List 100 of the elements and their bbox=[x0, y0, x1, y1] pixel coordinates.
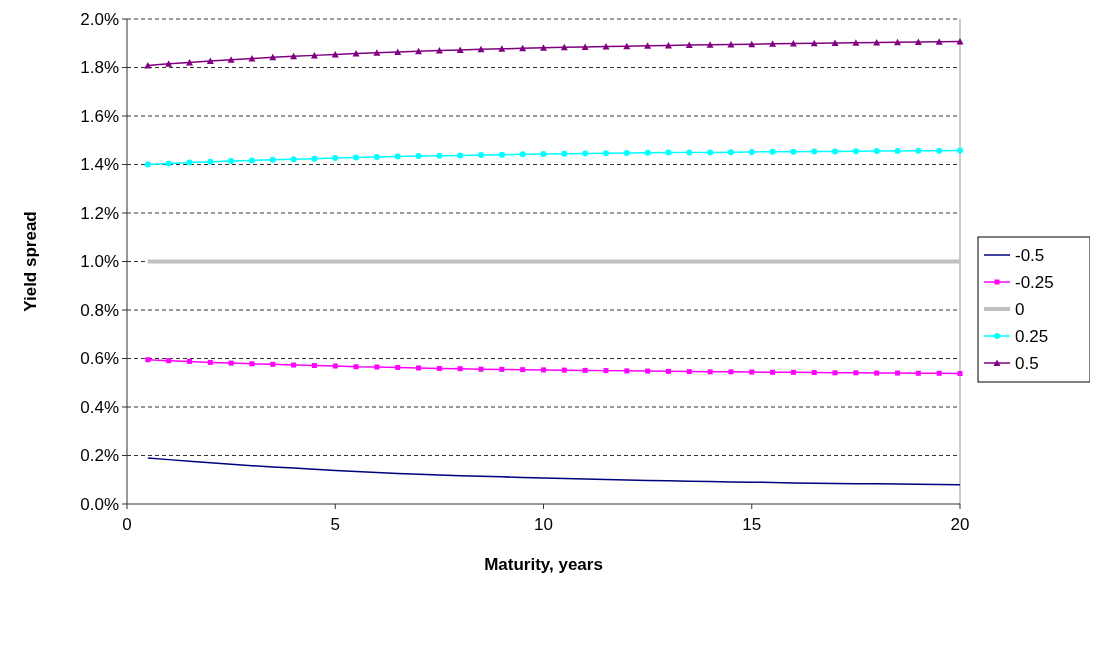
point bbox=[748, 40, 756, 48]
point bbox=[436, 152, 443, 159]
point bbox=[936, 370, 942, 376]
point bbox=[270, 361, 276, 367]
legend-label: -0.5 bbox=[1015, 245, 1045, 265]
point bbox=[373, 153, 380, 160]
point bbox=[269, 156, 276, 163]
point bbox=[457, 366, 463, 372]
y-tick-label: 0.0% bbox=[80, 494, 119, 514]
point bbox=[540, 44, 547, 51]
point bbox=[311, 155, 318, 162]
point bbox=[353, 154, 360, 161]
point bbox=[186, 159, 193, 166]
point bbox=[145, 357, 151, 363]
point bbox=[207, 158, 214, 165]
point bbox=[332, 363, 338, 369]
point bbox=[415, 153, 422, 160]
point bbox=[353, 364, 359, 370]
point bbox=[582, 367, 588, 373]
point bbox=[707, 149, 714, 156]
point bbox=[749, 369, 755, 375]
point bbox=[811, 148, 818, 155]
point bbox=[395, 364, 401, 370]
point bbox=[311, 363, 317, 369]
point bbox=[249, 361, 255, 367]
point bbox=[456, 46, 464, 54]
point bbox=[770, 369, 776, 375]
y-tick-label: 1.2% bbox=[80, 203, 119, 223]
point bbox=[623, 42, 631, 50]
point bbox=[144, 161, 151, 168]
point bbox=[727, 149, 734, 156]
point bbox=[852, 148, 859, 155]
point bbox=[769, 148, 776, 155]
point bbox=[435, 47, 443, 54]
point bbox=[227, 56, 235, 63]
point bbox=[582, 150, 589, 157]
point bbox=[602, 150, 609, 157]
point bbox=[498, 151, 505, 158]
point bbox=[915, 147, 922, 154]
point bbox=[165, 60, 173, 67]
point bbox=[541, 367, 546, 373]
point bbox=[644, 42, 652, 49]
x-tick-label: 5 bbox=[330, 515, 340, 534]
point bbox=[331, 50, 339, 58]
point bbox=[665, 368, 671, 374]
y-tick-label: 1.6% bbox=[80, 106, 119, 126]
point bbox=[831, 39, 839, 47]
point bbox=[645, 368, 651, 374]
x-tick-label: 10 bbox=[534, 515, 553, 534]
line-series bbox=[147, 457, 961, 486]
point bbox=[144, 62, 152, 69]
point bbox=[706, 41, 714, 48]
point bbox=[581, 43, 589, 50]
point bbox=[853, 370, 859, 376]
point bbox=[685, 41, 693, 48]
point bbox=[956, 38, 964, 45]
y-tick-label: 0.6% bbox=[80, 349, 119, 369]
point bbox=[228, 158, 235, 165]
point bbox=[394, 153, 401, 160]
x-tick-label: 20 bbox=[950, 515, 970, 534]
point bbox=[852, 39, 860, 46]
point bbox=[873, 39, 881, 46]
point bbox=[290, 156, 297, 163]
point bbox=[811, 370, 817, 376]
point bbox=[832, 370, 838, 376]
point bbox=[228, 360, 234, 366]
point bbox=[894, 147, 901, 154]
point bbox=[810, 39, 818, 47]
point bbox=[332, 154, 339, 161]
x-tick-label: 0 bbox=[122, 515, 132, 534]
point bbox=[915, 370, 921, 376]
point bbox=[165, 160, 172, 167]
point bbox=[478, 152, 485, 159]
point bbox=[728, 369, 734, 375]
point bbox=[457, 152, 464, 159]
point bbox=[790, 369, 796, 375]
y-tick-label: 1.4% bbox=[80, 155, 119, 175]
point bbox=[790, 148, 797, 155]
point bbox=[560, 43, 568, 51]
point bbox=[269, 53, 277, 61]
legend-label: -0.25 bbox=[1015, 272, 1054, 292]
point bbox=[914, 38, 922, 46]
point bbox=[561, 367, 567, 373]
point bbox=[936, 147, 943, 154]
point bbox=[561, 150, 568, 157]
point bbox=[519, 151, 526, 158]
point bbox=[957, 371, 963, 377]
y-tick-label: 1.0% bbox=[80, 252, 119, 272]
point bbox=[707, 369, 713, 375]
point bbox=[769, 40, 777, 47]
point bbox=[895, 370, 901, 376]
point bbox=[519, 44, 527, 52]
point bbox=[603, 368, 609, 374]
y-tick-label: 0.4% bbox=[80, 397, 119, 417]
point bbox=[248, 157, 255, 164]
point bbox=[207, 359, 213, 365]
point bbox=[415, 47, 423, 55]
point bbox=[624, 368, 630, 374]
point bbox=[373, 49, 381, 56]
point bbox=[186, 358, 192, 364]
